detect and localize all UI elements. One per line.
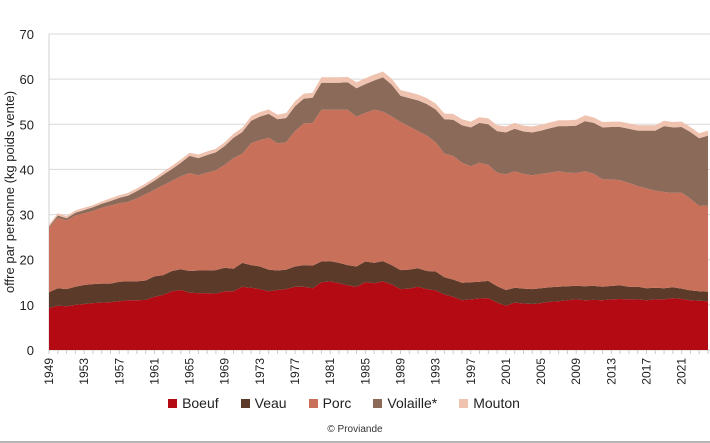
source-credit: © Proviande <box>327 424 383 435</box>
y-tick-label: 50 <box>20 117 34 132</box>
legend-label: Mouton <box>473 395 520 411</box>
legend-swatch <box>459 398 469 408</box>
x-tick-label: 1957 <box>112 358 126 385</box>
legend-item: Volaille* <box>373 395 437 411</box>
x-tick-label: 2005 <box>534 358 548 385</box>
legend-swatch <box>308 398 318 408</box>
x-tick-label: 1965 <box>183 358 197 385</box>
x-tick-label: 1969 <box>218 358 232 385</box>
legend-swatch <box>240 398 250 408</box>
legend: Boeuf Veau Porc Volaille* Mouton <box>0 395 710 411</box>
x-tick-label: 1973 <box>253 358 267 385</box>
legend-label: Boeuf <box>182 395 219 411</box>
x-tick-label: 1961 <box>147 358 161 385</box>
bottom-divider <box>0 441 710 443</box>
y-tick-label: 20 <box>20 253 34 268</box>
x-tick-label: 2001 <box>499 358 513 385</box>
x-tick-label: 1989 <box>393 358 407 385</box>
y-tick-label: 60 <box>20 72 34 87</box>
y-axis-label: offre par personne (kg poids vente) <box>2 91 17 293</box>
legend-item: Mouton <box>459 395 520 411</box>
area-porc <box>49 109 708 293</box>
x-tick-label: 2009 <box>569 358 583 385</box>
x-axis-ticks: 1949 1953 1957 1961 1965 1969 1973 1977 1981 1985… <box>42 350 709 385</box>
x-tick-label: 2013 <box>604 358 618 385</box>
y-tick-label: 0 <box>27 343 34 358</box>
legend-item: Veau <box>240 395 287 411</box>
x-tick-label: 1977 <box>288 358 302 385</box>
area-boeuf <box>49 281 708 350</box>
x-tick-label: 2021 <box>675 358 689 385</box>
y-tick-label: 30 <box>20 208 34 223</box>
y-tick-label: 40 <box>20 162 34 177</box>
legend-swatch <box>373 398 383 408</box>
x-tick-label: 1949 <box>42 358 56 385</box>
y-axis-ticks: 0 10 20 30 40 50 60 70 <box>20 27 34 358</box>
area-series <box>49 71 708 350</box>
legend-label: Veau <box>254 395 287 411</box>
x-tick-label: 1997 <box>464 358 478 385</box>
legend-item: Boeuf <box>168 395 219 411</box>
area-veau <box>49 261 708 308</box>
x-tick-label: 1985 <box>358 358 372 385</box>
x-tick-label: 1953 <box>77 358 91 385</box>
legend-label: Porc <box>322 395 352 411</box>
legend-label: Volaille* <box>387 395 438 411</box>
legend-item: Porc <box>308 395 352 411</box>
legend-swatch <box>168 398 178 408</box>
x-tick-label: 1993 <box>429 358 443 385</box>
x-tick-label: 1981 <box>323 358 337 385</box>
y-tick-label: 10 <box>20 298 34 313</box>
x-tick-label: 2017 <box>639 358 653 385</box>
area-volaille <box>49 77 708 229</box>
y-tick-label: 70 <box>20 27 34 42</box>
